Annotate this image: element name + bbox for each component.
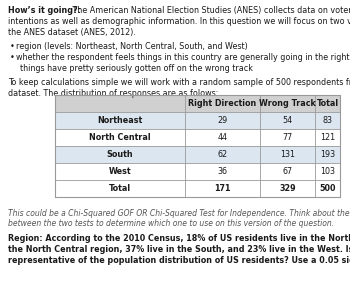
- Text: 36: 36: [217, 167, 228, 176]
- Text: 62: 62: [217, 150, 228, 159]
- Text: 44: 44: [217, 133, 228, 142]
- Text: representative of the population distribution of US residents? Use a 0.05 signif: representative of the population distrib…: [8, 256, 350, 265]
- Bar: [55, 95, 340, 197]
- Text: between the two tests to determine which one to use on this version of the quest: between the two tests to determine which…: [8, 219, 334, 228]
- Text: 329: 329: [279, 184, 296, 193]
- Text: 193: 193: [320, 150, 335, 159]
- Bar: [55, 95, 340, 112]
- Text: 121: 121: [320, 133, 335, 142]
- Text: South: South: [107, 150, 133, 159]
- Text: 500: 500: [319, 184, 336, 193]
- Text: things have pretty seriously gotten off on the wrong track: things have pretty seriously gotten off …: [20, 64, 253, 73]
- Text: How’s it going?:: How’s it going?:: [8, 6, 81, 15]
- Text: To keep calculations simple we will work with a random sample of 500 respondents: To keep calculations simple we will work…: [8, 78, 350, 87]
- Text: the ANES dataset (ANES, 2012).: the ANES dataset (ANES, 2012).: [8, 28, 136, 37]
- Text: 67: 67: [282, 167, 293, 176]
- Bar: [55, 129, 340, 146]
- Text: Region: According to the 2010 Census, 18% of US residents live in the Northeast,: Region: According to the 2010 Census, 18…: [8, 234, 350, 243]
- Text: Right Direction: Right Direction: [188, 99, 257, 108]
- Bar: [55, 146, 340, 163]
- Text: intentions as well as demographic information. In this question we will focus on: intentions as well as demographic inform…: [8, 17, 350, 26]
- Text: 171: 171: [214, 184, 231, 193]
- Bar: [55, 112, 340, 129]
- Text: dataset. The distribution of responses are as folows:: dataset. The distribution of responses a…: [8, 89, 218, 98]
- Text: •: •: [10, 42, 15, 51]
- Text: 54: 54: [282, 116, 293, 125]
- Text: 131: 131: [280, 150, 295, 159]
- Text: Total: Total: [316, 99, 338, 108]
- Text: Total: Total: [109, 184, 131, 193]
- Text: the North Central region, 37% live in the South, and 23% live in the West. Is th: the North Central region, 37% live in th…: [8, 245, 350, 254]
- Bar: [55, 163, 340, 180]
- Text: region (levels: Northeast, North Central, South, and West): region (levels: Northeast, North Central…: [16, 42, 248, 51]
- Text: whether the respondent feels things in this country are generally going in the r: whether the respondent feels things in t…: [16, 53, 350, 62]
- Text: North Central: North Central: [89, 133, 151, 142]
- Text: Northeast: Northeast: [97, 116, 143, 125]
- Text: The American National Election Studies (ANES) collects data on voter attitudes a: The American National Election Studies (…: [70, 6, 350, 15]
- Text: Wrong Track: Wrong Track: [259, 99, 316, 108]
- Text: 103: 103: [320, 167, 335, 176]
- Text: •: •: [10, 53, 15, 62]
- Text: 29: 29: [217, 116, 228, 125]
- Text: This could be a Chi-Squared GOF OR Chi-Squared Test for Independence. Think abou: This could be a Chi-Squared GOF OR Chi-S…: [8, 209, 350, 218]
- Text: West: West: [109, 167, 131, 176]
- Text: 77: 77: [282, 133, 293, 142]
- Bar: [55, 180, 340, 197]
- Text: 83: 83: [322, 116, 332, 125]
